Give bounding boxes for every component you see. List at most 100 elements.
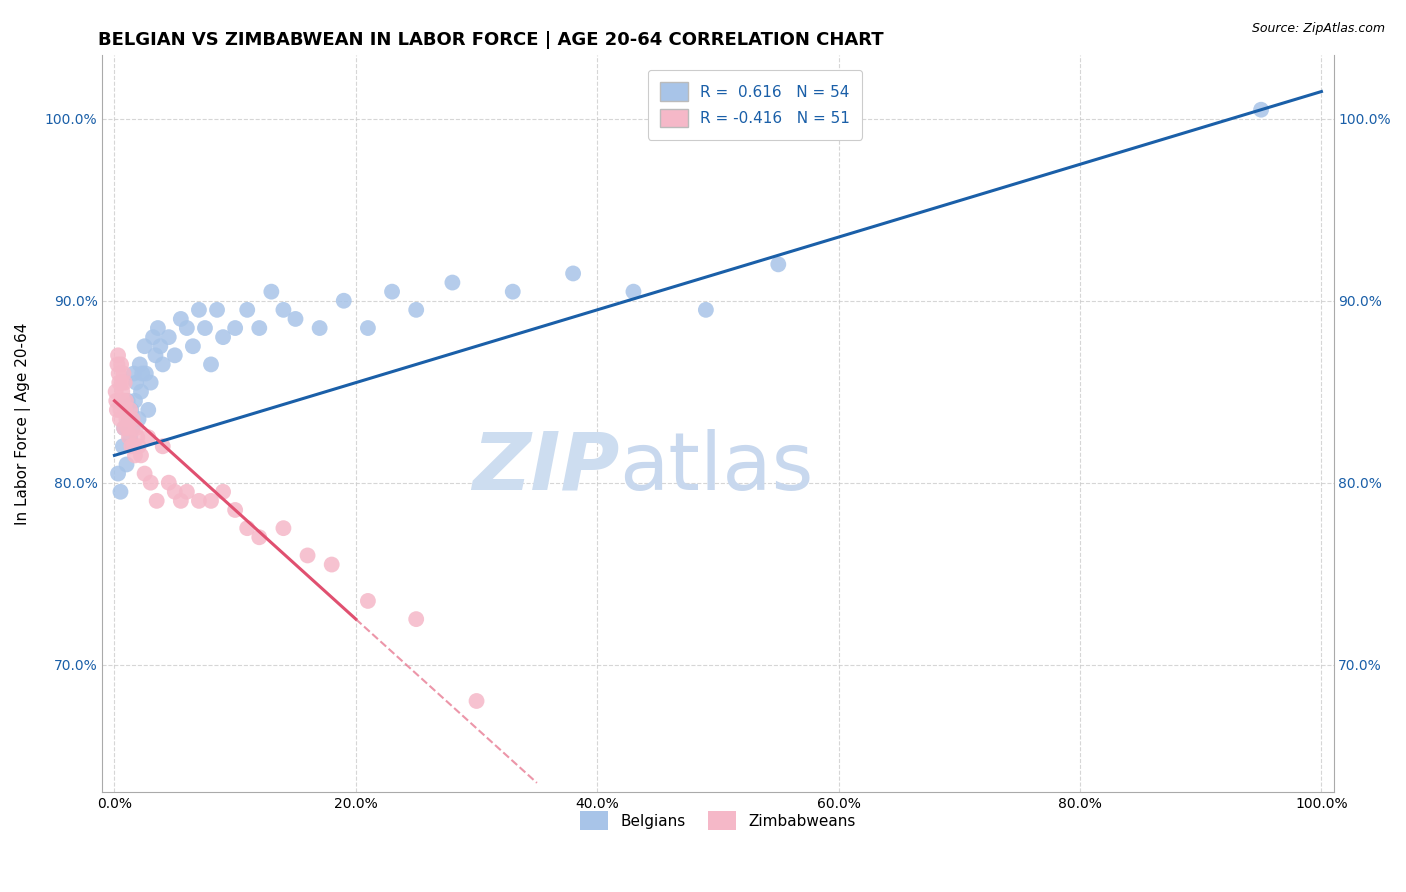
Point bbox=[212, 484, 235, 499]
Point bbox=[107, 348, 129, 362]
Point bbox=[122, 439, 145, 453]
Point bbox=[115, 412, 138, 426]
Point bbox=[152, 358, 174, 372]
Point bbox=[187, 494, 209, 508]
Point bbox=[321, 558, 343, 572]
Point bbox=[247, 321, 270, 335]
Point bbox=[284, 312, 307, 326]
Point bbox=[247, 530, 270, 544]
Point bbox=[124, 393, 146, 408]
Point bbox=[157, 475, 180, 490]
Point bbox=[170, 312, 193, 326]
Text: Source: ZipAtlas.com: Source: ZipAtlas.com bbox=[1251, 22, 1385, 36]
Point bbox=[134, 467, 156, 481]
Point bbox=[115, 458, 138, 472]
Point bbox=[146, 321, 169, 335]
Point bbox=[200, 494, 222, 508]
Point bbox=[120, 430, 142, 444]
Point bbox=[768, 257, 790, 271]
Point bbox=[236, 521, 259, 535]
Text: atlas: atlas bbox=[620, 429, 814, 507]
Point bbox=[125, 421, 148, 435]
Point bbox=[405, 302, 427, 317]
Point bbox=[163, 484, 186, 499]
Point bbox=[108, 412, 131, 426]
Point bbox=[117, 421, 139, 435]
Point bbox=[104, 384, 127, 399]
Point bbox=[170, 494, 193, 508]
Point bbox=[129, 449, 152, 463]
Point bbox=[465, 694, 488, 708]
Point bbox=[129, 384, 152, 399]
Point bbox=[405, 612, 427, 626]
Point bbox=[273, 302, 295, 317]
Point bbox=[105, 403, 128, 417]
Point bbox=[120, 403, 142, 417]
Point bbox=[121, 412, 143, 426]
Point bbox=[149, 339, 172, 353]
Point bbox=[212, 330, 235, 344]
Point bbox=[111, 393, 134, 408]
Point bbox=[118, 430, 141, 444]
Point bbox=[111, 384, 134, 399]
Point bbox=[114, 403, 136, 417]
Point bbox=[121, 421, 143, 435]
Y-axis label: In Labor Force | Age 20-64: In Labor Force | Age 20-64 bbox=[15, 322, 31, 524]
Text: BELGIAN VS ZIMBABWEAN IN LABOR FORCE | AGE 20-64 CORRELATION CHART: BELGIAN VS ZIMBABWEAN IN LABOR FORCE | A… bbox=[98, 31, 884, 49]
Point bbox=[118, 412, 141, 426]
Point bbox=[273, 521, 295, 535]
Point bbox=[562, 267, 585, 281]
Point bbox=[112, 421, 135, 435]
Point bbox=[114, 376, 136, 390]
Point bbox=[112, 421, 135, 435]
Point bbox=[502, 285, 524, 299]
Point bbox=[139, 475, 162, 490]
Point bbox=[134, 339, 156, 353]
Point bbox=[127, 430, 149, 444]
Point bbox=[115, 393, 138, 408]
Point bbox=[124, 449, 146, 463]
Text: ZIP: ZIP bbox=[472, 429, 620, 507]
Point bbox=[357, 594, 380, 608]
Point bbox=[105, 393, 128, 408]
Point bbox=[181, 339, 204, 353]
Point bbox=[152, 439, 174, 453]
Point bbox=[117, 393, 139, 408]
Point bbox=[194, 321, 217, 335]
Point bbox=[357, 321, 380, 335]
Point bbox=[111, 439, 134, 453]
Point bbox=[623, 285, 645, 299]
Point bbox=[187, 302, 209, 317]
Point bbox=[200, 358, 222, 372]
Point bbox=[107, 358, 129, 372]
Point bbox=[128, 439, 150, 453]
Point bbox=[333, 293, 356, 308]
Point bbox=[260, 285, 283, 299]
Point bbox=[122, 367, 145, 381]
Point bbox=[136, 430, 159, 444]
Point bbox=[145, 348, 167, 362]
Point bbox=[163, 348, 186, 362]
Point bbox=[224, 503, 246, 517]
Point bbox=[110, 484, 132, 499]
Point bbox=[110, 358, 132, 372]
Point bbox=[157, 330, 180, 344]
Point bbox=[110, 403, 132, 417]
Legend: Belgians, Zimbabweans: Belgians, Zimbabweans bbox=[574, 805, 862, 836]
Point bbox=[176, 484, 198, 499]
Point bbox=[131, 367, 153, 381]
Point bbox=[107, 367, 129, 381]
Point bbox=[112, 367, 135, 381]
Point bbox=[145, 494, 167, 508]
Point bbox=[142, 330, 165, 344]
Point bbox=[107, 467, 129, 481]
Point bbox=[308, 321, 330, 335]
Point bbox=[224, 321, 246, 335]
Point bbox=[176, 321, 198, 335]
Point bbox=[125, 376, 148, 390]
Point bbox=[1250, 103, 1272, 117]
Point bbox=[135, 367, 157, 381]
Point bbox=[381, 285, 404, 299]
Point bbox=[128, 358, 150, 372]
Point bbox=[205, 302, 228, 317]
